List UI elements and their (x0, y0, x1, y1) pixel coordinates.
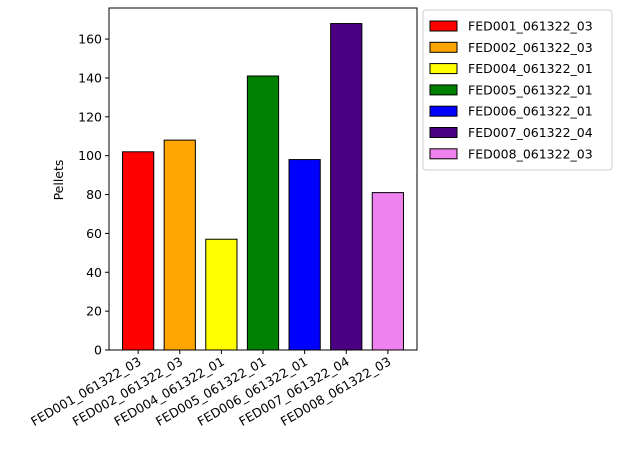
legend-label: FED004_061322_01 (468, 61, 593, 76)
y-tick-label: 60 (86, 226, 102, 241)
legend-swatch (429, 105, 458, 117)
bar-FED002_061322_03 (163, 139, 196, 351)
legend-swatch (429, 63, 458, 75)
y-tick-label: 0 (94, 343, 102, 358)
legend-label: FED001_061322_03 (468, 19, 593, 34)
bar-FED001_061322_03 (122, 151, 155, 351)
bar-FED008_061322_03 (371, 192, 404, 351)
legend-frame (422, 9, 613, 171)
y-tick-label: 100 (78, 148, 102, 163)
y-tick-label: 120 (78, 109, 102, 124)
y-tick-label: 140 (78, 70, 102, 85)
y-axis-ticks: 0 20 40 60 80 100 120 140 160 (78, 32, 109, 358)
bar-FED007_061322_04 (330, 23, 363, 351)
legend: FED001_061322_03 FED002_061322_03 FED004_0… (422, 9, 613, 171)
y-tick-label: 20 (86, 304, 102, 319)
bar-FED004_061322_01 (205, 238, 238, 351)
y-tick-label: 160 (78, 32, 102, 47)
plot-frame (108, 7, 418, 351)
legend-swatch (429, 84, 458, 96)
legend-label: FED008_061322_03 (468, 146, 593, 161)
bar-FED005_061322_01 (246, 75, 280, 351)
y-axis-label: Pellets (51, 160, 66, 201)
legend-label: FED005_061322_01 (468, 82, 593, 97)
bar-FED006_061322_01 (288, 159, 321, 351)
legend-swatch (429, 127, 458, 138)
legend-swatch (429, 41, 458, 53)
legend-label: FED006_061322_01 (468, 104, 593, 119)
y-tick-label: 80 (86, 187, 102, 202)
legend-swatch (429, 148, 458, 160)
x-axis-ticks: FED001_061322_03FED002_061322_03FED004_0… (28, 350, 393, 429)
legend-swatch (429, 20, 458, 32)
legend-label: FED007_061322_04 (468, 125, 593, 140)
legend-label: FED002_061322_03 (468, 40, 593, 55)
bars-group (122, 23, 404, 351)
y-tick-label: 40 (86, 265, 102, 280)
